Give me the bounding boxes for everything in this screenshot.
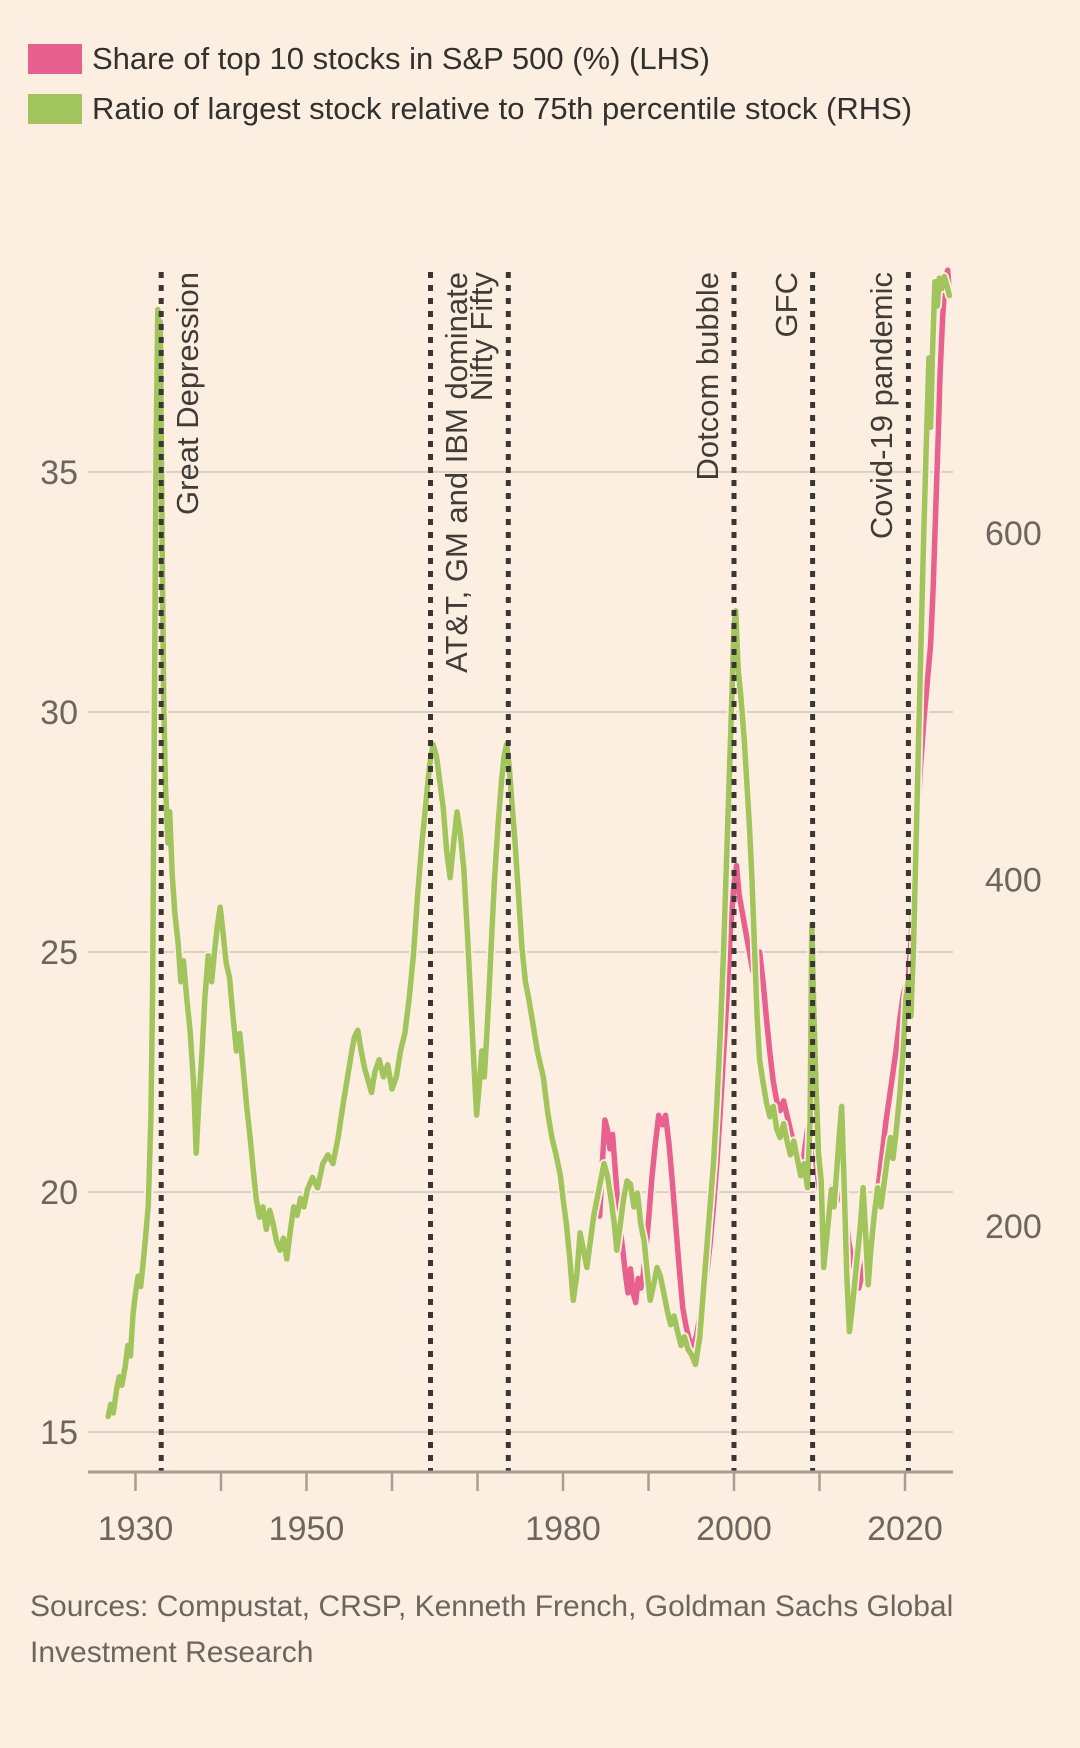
left-axis-tick-label: 35 bbox=[40, 454, 78, 492]
x-axis-tick-label: 1980 bbox=[525, 1510, 601, 1548]
sources-note: Sources: Compustat, CRSP, Kenneth French… bbox=[30, 1590, 954, 1669]
left-axis-tick-label: 25 bbox=[40, 934, 78, 972]
x-axis-tick-label: 2000 bbox=[696, 1510, 772, 1548]
left-axis-tick-label: 15 bbox=[40, 1414, 78, 1452]
legend-swatch-green bbox=[28, 93, 82, 124]
x-axis-tick-label: 1950 bbox=[269, 1510, 345, 1548]
legend-item-top10-share: Share of top 10 stocks in S&P 500 (%) (L… bbox=[28, 36, 710, 81]
event-label: GFC bbox=[768, 272, 804, 338]
legend-swatch-pink bbox=[28, 43, 82, 74]
series-line bbox=[105, 273, 953, 1420]
right-axis-tick-label: 200 bbox=[985, 1208, 1042, 1246]
left-axis-tick-label: 30 bbox=[40, 694, 78, 732]
x-axis-tick-label: 2020 bbox=[867, 1510, 943, 1548]
x-axis-tick-label: 1930 bbox=[98, 1510, 174, 1548]
right-axis-tick-label: 600 bbox=[985, 515, 1042, 553]
event-label: Dotcom bubble bbox=[689, 272, 725, 481]
event-label: Covid-19 pandemic bbox=[864, 272, 900, 540]
event-label: Nifty Fifty bbox=[464, 272, 500, 402]
event-label: Great Depression bbox=[170, 272, 206, 515]
right-axis-tick-label: 400 bbox=[985, 861, 1042, 899]
left-axis-tick-label: 20 bbox=[40, 1174, 78, 1212]
legend-label: Share of top 10 stocks in S&P 500 (%) (L… bbox=[92, 41, 711, 76]
legend-label: Ratio of largest stock relative to 75th … bbox=[92, 91, 913, 126]
legend-item-largest-stock-ratio: Ratio of largest stock relative to 75th … bbox=[28, 86, 932, 131]
